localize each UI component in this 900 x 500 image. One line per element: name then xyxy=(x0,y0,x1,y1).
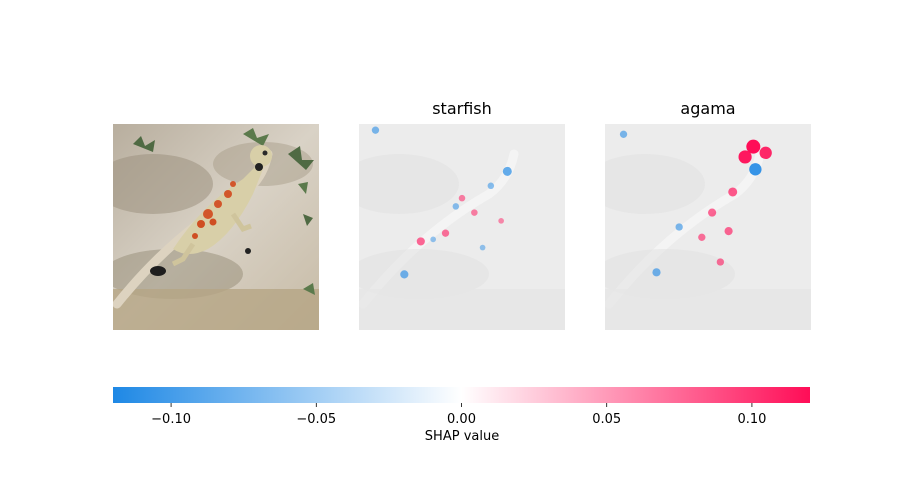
agama-shap-map xyxy=(605,124,811,330)
negative-shap-spot xyxy=(502,166,512,176)
negative-shap-spot xyxy=(619,130,628,138)
colorbar-tick-label: −0.10 xyxy=(151,412,191,427)
colorbar-gradient xyxy=(113,387,810,403)
negative-shap-spot xyxy=(430,236,436,243)
negative-shap-spot xyxy=(479,244,486,251)
positive-shap-spot xyxy=(759,146,772,160)
negative-shap-spot xyxy=(452,203,460,210)
negative-shap-spot xyxy=(400,270,409,279)
negative-shap-spot xyxy=(675,223,683,231)
negative-shap-spot xyxy=(371,126,380,134)
shap-colorbar: −0.10 −0.05 0.00 0.05 0.10 xyxy=(113,387,810,427)
positive-shap-spot xyxy=(738,150,752,164)
positive-shap-spot xyxy=(498,217,504,224)
positive-shap-spot xyxy=(708,208,717,217)
negative-shap-spot xyxy=(487,182,495,190)
colorbar-tick-label: −0.05 xyxy=(296,412,336,427)
colorbar-tick-label: 0.00 xyxy=(447,412,476,427)
input-image-panel xyxy=(113,124,319,330)
colorbar-label: SHAP value xyxy=(424,429,500,444)
lizard-photo xyxy=(113,124,319,330)
positive-shap-spot xyxy=(728,187,738,197)
starfish-shap-panel xyxy=(359,124,565,330)
positive-shap-spot xyxy=(441,229,450,237)
negative-shap-spot xyxy=(749,163,762,176)
panel-title-starfish: starfish xyxy=(432,99,492,118)
panel-title-agama: agama xyxy=(680,99,736,118)
positive-shap-spot xyxy=(471,209,478,216)
colorbar-tick-label: 0.10 xyxy=(737,412,766,427)
positive-shap-spot xyxy=(698,233,706,241)
negative-shap-spot xyxy=(652,268,661,277)
agama-shap-panel xyxy=(605,124,811,330)
colorbar-tick-label: 0.05 xyxy=(592,412,621,427)
positive-shap-spot xyxy=(416,237,425,246)
positive-shap-spot xyxy=(746,139,761,154)
starfish-shap-map xyxy=(359,124,565,330)
positive-shap-spot xyxy=(458,194,466,202)
positive-shap-spot xyxy=(724,227,733,236)
positive-shap-spot xyxy=(716,258,725,266)
